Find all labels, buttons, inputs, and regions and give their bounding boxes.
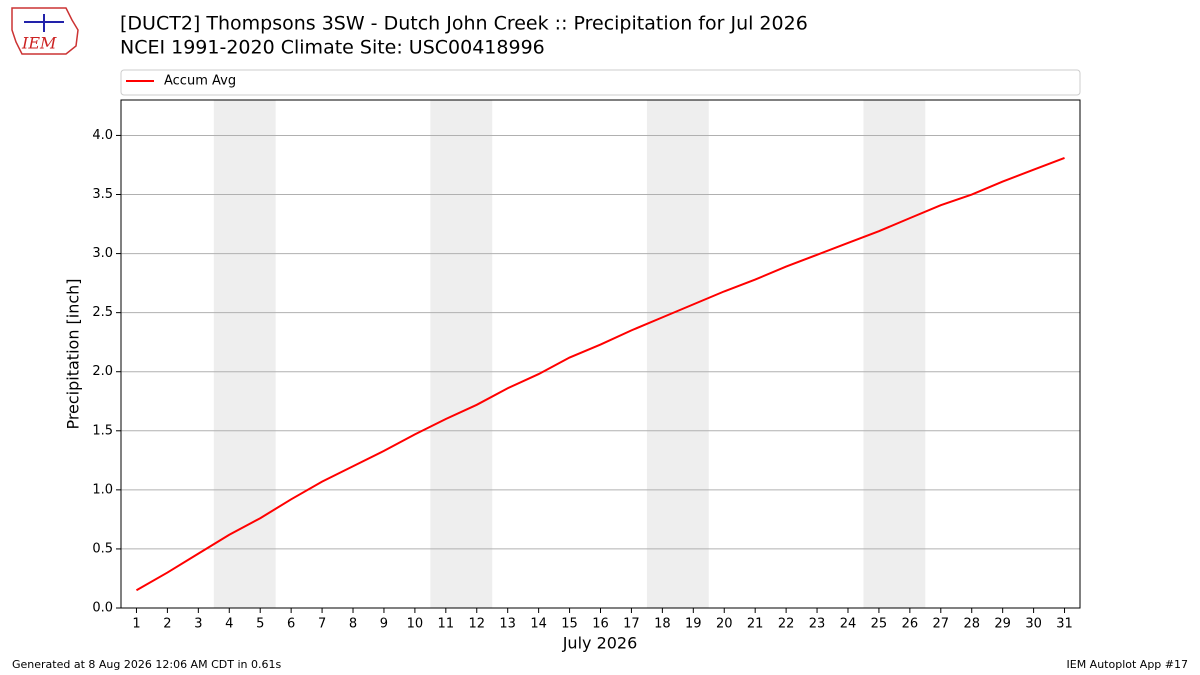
- y-tick-label: 4.0: [92, 128, 113, 143]
- y-tick-label: 3.5: [92, 187, 113, 202]
- x-tick-label: 8: [349, 617, 357, 632]
- x-tick-label: 26: [902, 617, 919, 632]
- x-tick-label: 20: [716, 617, 733, 632]
- x-tick-label: 27: [933, 617, 950, 632]
- weekend-shade: [863, 100, 926, 608]
- x-tick-label: 22: [778, 617, 795, 632]
- x-tick-label: 9: [380, 617, 388, 632]
- x-tick-label: 24: [840, 617, 857, 632]
- x-axis-label: July 2026: [562, 634, 638, 653]
- chart-title: [DUCT2] Thompsons 3SW - Dutch John Creek…: [120, 13, 808, 35]
- x-tick-label: 1: [132, 617, 140, 632]
- data-line: [135, 156, 1065, 592]
- x-tick-label: 3: [194, 617, 202, 632]
- x-tick-label: 12: [468, 617, 485, 632]
- legend-box: [120, 69, 1081, 96]
- x-tick-label: 13: [499, 617, 516, 632]
- y-tick-label: 2.0: [92, 364, 113, 379]
- x-tick-label: 31: [1056, 617, 1073, 632]
- y-tick-label: 0.5: [92, 541, 113, 556]
- x-tick-label: 28: [963, 617, 980, 632]
- weekend-shade: [430, 100, 493, 608]
- y-tick-label: 1.5: [92, 423, 113, 438]
- x-tick-label: 17: [623, 617, 640, 632]
- footer-left: Generated at 8 Aug 2026 12:06 AM CDT in …: [12, 658, 281, 671]
- x-tick-label: 15: [561, 617, 578, 632]
- x-tick-label: 6: [287, 617, 295, 632]
- x-tick-label: 5: [256, 617, 264, 632]
- x-tick-label: 25: [871, 617, 888, 632]
- y-tick-label: 3.0: [92, 246, 113, 261]
- footer-right: IEM Autoplot App #17: [1067, 658, 1189, 671]
- weekend-shade: [646, 100, 709, 608]
- x-tick-label: 21: [747, 617, 764, 632]
- x-tick-label: 23: [809, 617, 826, 632]
- x-tick-label: 2: [163, 617, 171, 632]
- x-tick-label: 18: [654, 617, 671, 632]
- x-tick-label: 16: [592, 617, 609, 632]
- x-tick-label: 11: [438, 617, 455, 632]
- x-tick-label: 14: [530, 617, 547, 632]
- legend-label: Accum Avg: [164, 74, 236, 89]
- x-tick-label: 7: [318, 617, 326, 632]
- y-tick-label: 0.0: [92, 601, 113, 616]
- plot-frame: [120, 99, 1081, 609]
- logo-text: IEM: [21, 34, 57, 53]
- y-tick-label: 2.5: [92, 305, 113, 320]
- y-tick-label: 1.0: [92, 482, 113, 497]
- x-tick-label: 10: [407, 617, 424, 632]
- x-tick-label: 30: [1025, 617, 1042, 632]
- weekend-shade: [213, 100, 276, 608]
- x-tick-label: 19: [685, 617, 702, 632]
- x-tick-label: 29: [994, 617, 1011, 632]
- logo: IEM: [11, 7, 79, 55]
- chart-subtitle: NCEI 1991-2020 Climate Site: USC00418996: [120, 37, 545, 59]
- y-axis-label: Precipitation [inch]: [64, 278, 83, 429]
- x-tick-label: 4: [225, 617, 233, 632]
